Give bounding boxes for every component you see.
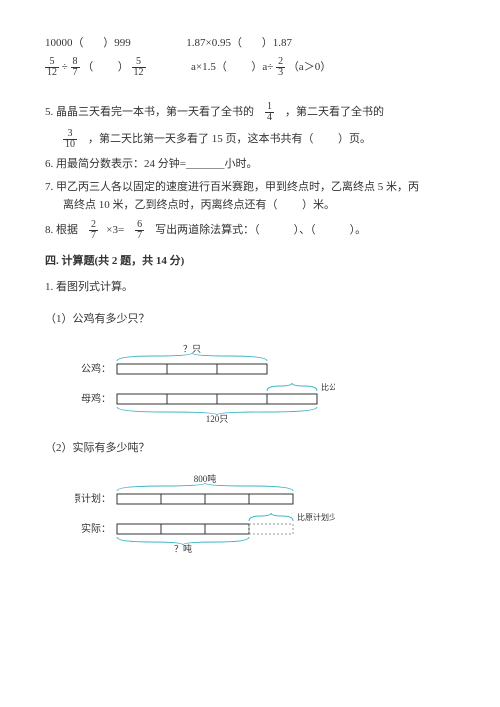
q8-blank2[interactable] bbox=[318, 224, 347, 236]
expr-2c: ）a÷ bbox=[251, 61, 273, 73]
diagram-1: 公鸡：母鸡：？只比公鸡多13120只 bbox=[75, 336, 455, 426]
frac-5-12b: 512 bbox=[132, 57, 146, 78]
svg-text:120只: 120只 bbox=[206, 414, 229, 424]
sub-q2: （2）实际有多少吨？ bbox=[45, 440, 455, 458]
question-7: 7. 甲乙丙三人各以固定的速度进行百米赛跑，甲到终点时，乙离终点 5 米，丙 离… bbox=[45, 179, 455, 214]
div-sign: ÷ bbox=[62, 61, 68, 73]
expr-1a: 10000（ bbox=[45, 37, 84, 49]
svg-text:比原计划少: 比原计划少 bbox=[297, 512, 335, 522]
q8-frac1: 27 bbox=[89, 220, 98, 241]
svg-text:母鸡：: 母鸡： bbox=[81, 392, 111, 405]
question-6: 6. 用最简分数表示：24 分钟=_______小时。 bbox=[45, 156, 455, 174]
q8-frac2: 67 bbox=[135, 220, 144, 241]
question-5: 5. 晶晶三天看完一本书，第一天看了全书的 14 ，第二天看了全书的 310 ，… bbox=[45, 102, 455, 150]
blank-2a[interactable] bbox=[96, 61, 115, 73]
q8-t1: 8. 根据 bbox=[45, 224, 78, 236]
expr-1c: 1.87×0.95（ bbox=[186, 37, 242, 49]
q8-t3: 写出两道除法算式：（ bbox=[155, 224, 260, 236]
q5-text2: ，第二天看了全书的 bbox=[285, 106, 384, 118]
frac-2-3: 23 bbox=[276, 57, 285, 78]
svg-text:？只: ？只 bbox=[183, 344, 201, 354]
q7-blank[interactable] bbox=[280, 199, 299, 211]
svg-text:？吨: ？吨 bbox=[174, 543, 192, 554]
q5-blank[interactable] bbox=[316, 133, 335, 145]
diagram-2: 原计划：实际：800吨比原计划少14？吨 bbox=[75, 466, 455, 556]
svg-text:800吨: 800吨 bbox=[194, 473, 217, 484]
frac-5-12: 512 bbox=[45, 57, 59, 78]
q5-text3: ，第二天比第一天多看了 15 页，这本书共有（ bbox=[88, 133, 314, 145]
compare-row-2: 512 ÷ 87 （ ） 512 a×1.5（ ）a÷ 23 （a＞0） bbox=[45, 57, 455, 78]
frac-8-7: 87 bbox=[71, 57, 80, 78]
close-paren: ） bbox=[118, 61, 129, 73]
calc-q1: 1. 看图列式计算。 bbox=[45, 279, 455, 297]
svg-text:比公鸡多: 比公鸡多 bbox=[321, 382, 335, 392]
blank-1b[interactable] bbox=[245, 37, 259, 49]
expr-1d: ）1.87 bbox=[262, 37, 292, 49]
q8-t5: ）。 bbox=[350, 224, 367, 236]
compare-row-1: 10000（ ）999 1.87×0.95（ ）1.87 bbox=[45, 35, 455, 53]
q5-frac2: 310 bbox=[63, 129, 77, 150]
q5-text4: ）页。 bbox=[338, 133, 371, 145]
expr-1b: ）999 bbox=[103, 37, 131, 49]
q5-frac1: 14 bbox=[265, 102, 274, 123]
svg-text:公鸡：: 公鸡： bbox=[81, 362, 111, 375]
svg-text:实际：: 实际： bbox=[81, 522, 111, 535]
expr-2b: a×1.5（ bbox=[191, 61, 227, 73]
section-4-title: 四. 计算题(共 2 题，共 14 分) bbox=[45, 253, 455, 271]
q8-blank1[interactable] bbox=[262, 224, 291, 236]
blank-2b[interactable] bbox=[230, 61, 249, 73]
open-paren: （ bbox=[82, 61, 93, 73]
question-8: 8. 根据 27 ×3= 67 写出两道除法算式：（ ）、（ ）。 bbox=[45, 220, 455, 241]
blank-1a[interactable] bbox=[86, 37, 100, 49]
q5-text1: 5. 晶晶三天看完一本书，第一天看了全书的 bbox=[45, 106, 254, 118]
q8-t2: ×3= bbox=[106, 224, 124, 236]
q7-line1: 7. 甲乙丙三人各以固定的速度进行百米赛跑，甲到终点时，乙离终点 5 米，丙 bbox=[45, 179, 455, 197]
q7-line2: 离终点 10 米，乙到终点时，丙离终点还有（ bbox=[63, 199, 278, 211]
q8-t4: ）、（ bbox=[294, 224, 316, 236]
expr-2tail: （a＞0） bbox=[288, 61, 331, 73]
sub-q1: （1）公鸡有多少只？ bbox=[45, 311, 455, 329]
svg-text:原计划：: 原计划： bbox=[75, 492, 111, 505]
q7-line3: ）米。 bbox=[302, 199, 335, 211]
